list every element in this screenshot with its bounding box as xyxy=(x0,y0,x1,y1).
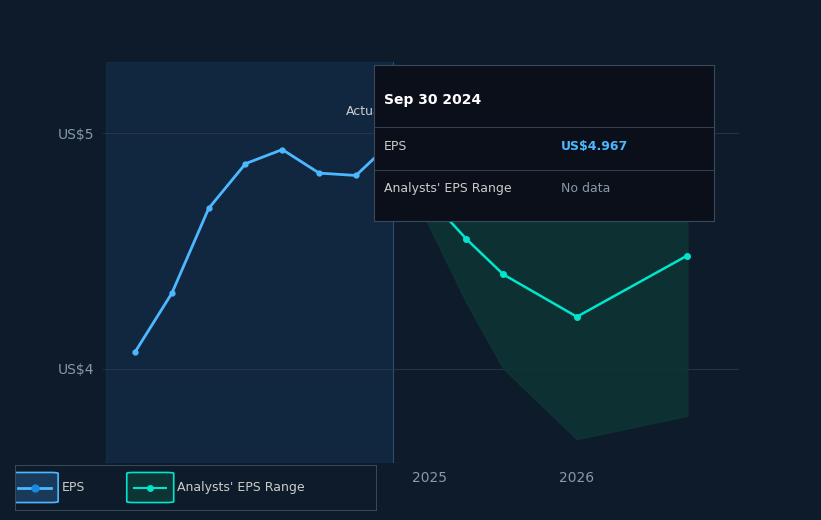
Text: Actual: Actual xyxy=(346,105,385,118)
Text: Analysts Forecasts: Analysts Forecasts xyxy=(400,105,516,118)
Text: EPS: EPS xyxy=(383,140,407,153)
FancyBboxPatch shape xyxy=(11,473,58,502)
Text: Sep 30 2024: Sep 30 2024 xyxy=(383,93,481,107)
Text: Analysts' EPS Range: Analysts' EPS Range xyxy=(177,481,305,494)
Text: Analysts' EPS Range: Analysts' EPS Range xyxy=(383,182,511,195)
Text: US$4.967: US$4.967 xyxy=(561,140,628,153)
FancyBboxPatch shape xyxy=(126,473,174,502)
Bar xyxy=(106,62,392,463)
Text: No data: No data xyxy=(561,182,610,195)
Text: EPS: EPS xyxy=(62,481,85,494)
